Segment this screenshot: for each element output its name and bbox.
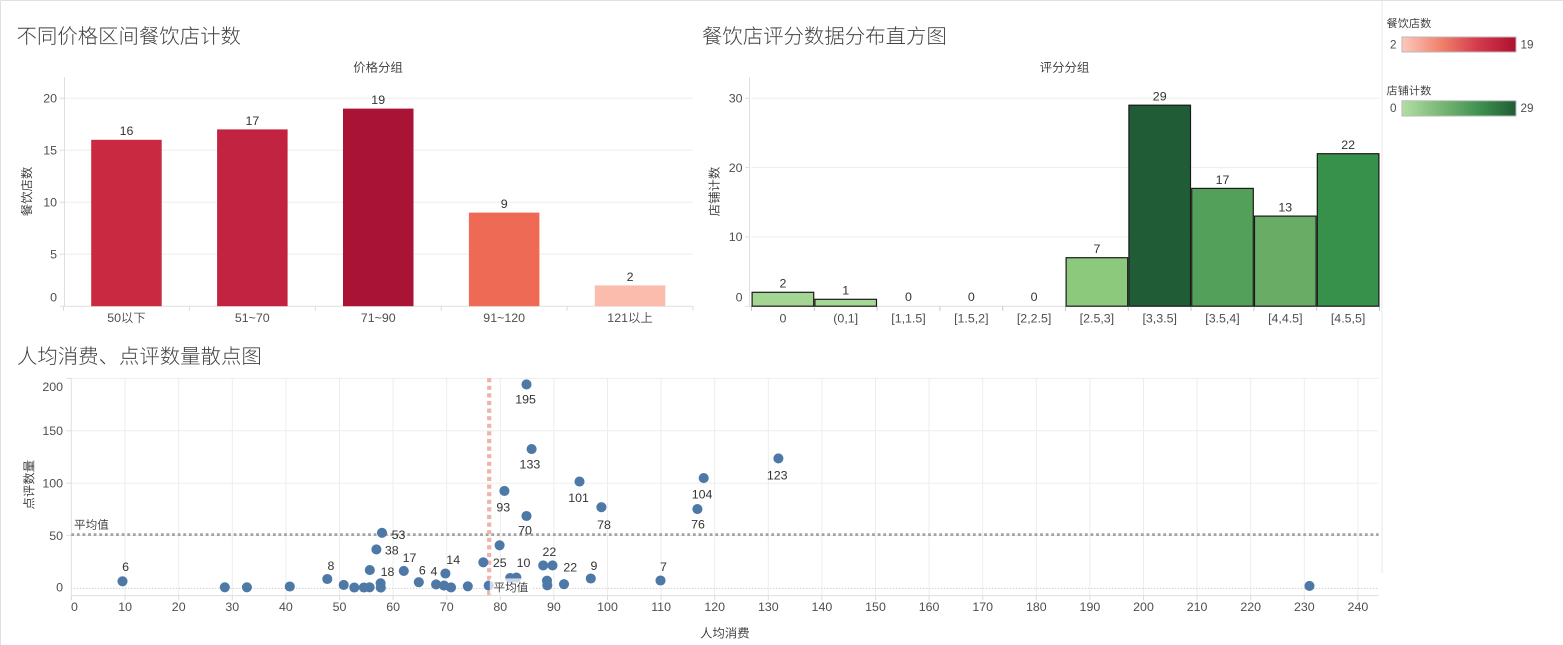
svg-text:70: 70 xyxy=(518,524,532,538)
svg-text:19: 19 xyxy=(371,93,385,107)
svg-text:121: 121 xyxy=(607,311,628,325)
svg-text:170: 170 xyxy=(972,600,993,614)
svg-text:9: 9 xyxy=(591,559,598,573)
svg-text:22: 22 xyxy=(563,560,577,574)
svg-text:0: 0 xyxy=(1390,102,1397,115)
svg-text:10: 10 xyxy=(517,556,531,570)
svg-text:(0,1]: (0,1] xyxy=(833,312,858,326)
svg-text:[2.5,3]: [2.5,3] xyxy=(1080,312,1114,326)
svg-text:120: 120 xyxy=(704,600,725,614)
svg-text:160: 160 xyxy=(919,600,940,614)
svg-text:25: 25 xyxy=(493,556,507,570)
svg-text:0: 0 xyxy=(56,580,63,594)
svg-text:22: 22 xyxy=(543,545,557,559)
svg-text:0: 0 xyxy=(905,290,912,304)
svg-text:14: 14 xyxy=(446,553,460,567)
svg-text:104: 104 xyxy=(692,488,713,502)
svg-text:2: 2 xyxy=(779,277,786,291)
svg-text:7: 7 xyxy=(660,560,667,574)
svg-text:22: 22 xyxy=(1341,138,1355,152)
svg-text:190: 190 xyxy=(1080,600,1101,614)
svg-text:140: 140 xyxy=(812,600,833,614)
svg-text:17: 17 xyxy=(1216,173,1230,187)
svg-text:4: 4 xyxy=(430,564,437,578)
svg-text:[3,3.5]: [3,3.5] xyxy=(1142,312,1176,326)
svg-text:9: 9 xyxy=(501,197,508,211)
svg-text:91~120: 91~120 xyxy=(483,311,525,325)
svg-text:76: 76 xyxy=(691,517,705,531)
svg-text:80: 80 xyxy=(493,600,507,614)
svg-text:19: 19 xyxy=(1521,39,1534,52)
svg-text:60: 60 xyxy=(386,600,400,614)
svg-text:210: 210 xyxy=(1187,600,1208,614)
svg-text:16: 16 xyxy=(120,124,134,138)
svg-text:100: 100 xyxy=(42,477,63,491)
svg-text:0: 0 xyxy=(779,312,786,326)
svg-text:53: 53 xyxy=(392,528,406,542)
svg-text:29: 29 xyxy=(1521,102,1534,115)
svg-text:2: 2 xyxy=(1390,39,1397,52)
svg-text:[2,2.5]: [2,2.5] xyxy=(1017,312,1051,326)
svg-text:1: 1 xyxy=(842,284,849,298)
svg-text:20: 20 xyxy=(172,600,186,614)
svg-text:0: 0 xyxy=(50,290,57,304)
svg-text:18: 18 xyxy=(381,565,395,579)
svg-text:130: 130 xyxy=(758,600,779,614)
svg-text:29: 29 xyxy=(1153,90,1167,104)
svg-text:50: 50 xyxy=(107,311,121,325)
svg-text:220: 220 xyxy=(1240,600,1261,614)
svg-text:93: 93 xyxy=(496,500,510,514)
svg-text:0: 0 xyxy=(1031,290,1038,304)
svg-text:6: 6 xyxy=(122,560,129,574)
svg-text:[1.5,2]: [1.5,2] xyxy=(954,312,988,326)
svg-text:[1,1.5]: [1,1.5] xyxy=(891,312,925,326)
svg-text:0: 0 xyxy=(71,600,78,614)
svg-text:50: 50 xyxy=(333,600,347,614)
svg-text:240: 240 xyxy=(1348,600,1369,614)
svg-text:[3.5,4]: [3.5,4] xyxy=(1205,312,1239,326)
svg-text:30: 30 xyxy=(729,92,743,106)
svg-text:0: 0 xyxy=(736,290,743,304)
svg-text:10: 10 xyxy=(118,600,132,614)
svg-text:13: 13 xyxy=(1278,201,1292,215)
svg-text:200: 200 xyxy=(1133,600,1154,614)
svg-text:110: 110 xyxy=(651,600,671,614)
svg-text:90: 90 xyxy=(547,600,561,614)
svg-text:70: 70 xyxy=(440,600,454,614)
svg-text:17: 17 xyxy=(403,551,417,565)
svg-text:51~70: 51~70 xyxy=(235,311,270,325)
svg-text:150: 150 xyxy=(42,424,63,438)
svg-text:195: 195 xyxy=(515,393,536,407)
svg-text:0: 0 xyxy=(968,290,975,304)
svg-text:[4.5,5]: [4.5,5] xyxy=(1331,312,1365,326)
svg-text:8: 8 xyxy=(328,559,335,573)
svg-text:123: 123 xyxy=(767,468,788,482)
svg-text:6: 6 xyxy=(419,564,426,578)
svg-text:20: 20 xyxy=(43,92,57,106)
svg-text:38: 38 xyxy=(385,544,399,558)
svg-text:200: 200 xyxy=(42,380,63,394)
svg-text:17: 17 xyxy=(246,114,260,128)
svg-text:180: 180 xyxy=(1026,600,1047,614)
svg-text:100: 100 xyxy=(597,600,618,614)
svg-text:133: 133 xyxy=(520,458,541,472)
svg-text:40: 40 xyxy=(279,600,293,614)
svg-text:10: 10 xyxy=(43,196,57,210)
svg-text:78: 78 xyxy=(597,518,611,532)
svg-text:50: 50 xyxy=(49,529,63,543)
svg-text:230: 230 xyxy=(1294,600,1315,614)
svg-text:5: 5 xyxy=(50,248,57,262)
svg-text:10: 10 xyxy=(729,230,743,244)
svg-text:[4,4.5]: [4,4.5] xyxy=(1268,312,1302,326)
svg-text:20: 20 xyxy=(729,161,743,175)
svg-text:7: 7 xyxy=(1093,242,1100,256)
svg-text:71~90: 71~90 xyxy=(361,311,396,325)
svg-text:30: 30 xyxy=(225,600,239,614)
svg-text:15: 15 xyxy=(43,144,57,158)
svg-text:150: 150 xyxy=(865,600,886,614)
svg-text:2: 2 xyxy=(627,270,634,284)
svg-text:101: 101 xyxy=(568,491,589,505)
